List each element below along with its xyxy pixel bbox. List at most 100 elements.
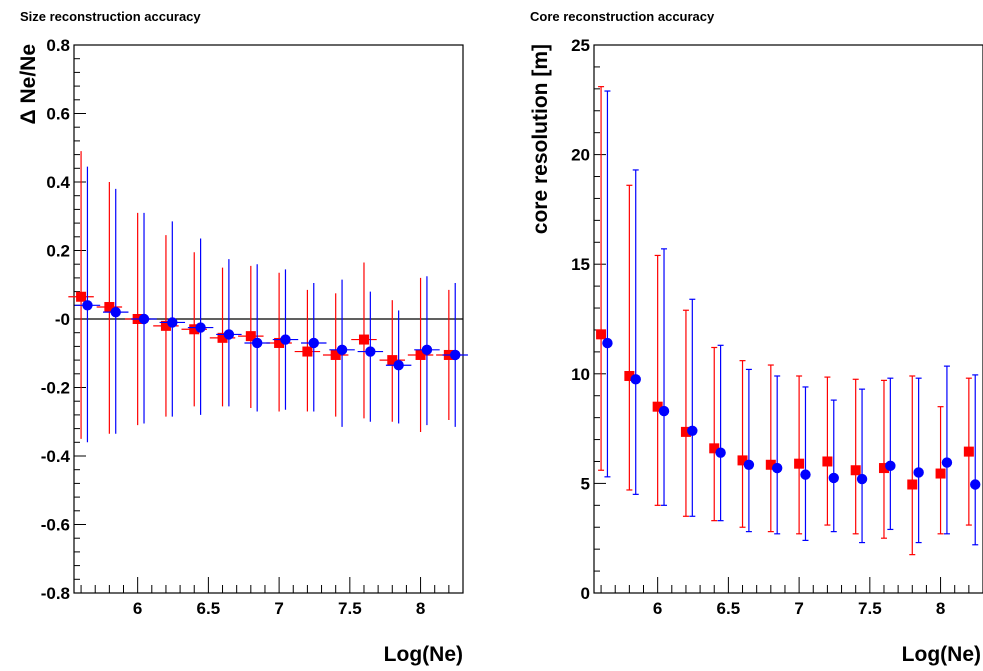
size-accuracy-x-tick-label: 6	[133, 599, 142, 618]
data-point-square	[737, 360, 748, 528]
circle-marker	[885, 460, 896, 472]
data-point-square	[935, 406, 946, 535]
data-point-square	[652, 254, 663, 506]
core-accuracy-plot-frame	[593, 44, 983, 594]
data-point-circle	[301, 283, 327, 412]
circle-marker	[687, 425, 698, 436]
circle-marker	[913, 467, 924, 478]
circle-marker	[743, 459, 755, 470]
data-point-circle	[743, 368, 755, 533]
size-accuracy-y-tick-label: -0.4	[41, 447, 71, 466]
data-point-circle	[102, 188, 129, 434]
data-point-square	[322, 293, 349, 417]
square-marker	[189, 324, 200, 335]
data-point-circle	[800, 386, 811, 541]
plot-frame	[593, 44, 983, 594]
size-accuracy-y-axis-title: Δ Ne/Ne	[17, 44, 40, 124]
data-point-square	[379, 300, 406, 422]
size-accuracy-x-tick-label: 7	[274, 599, 283, 618]
circle-marker	[223, 329, 235, 340]
circle-marker	[828, 472, 839, 484]
square-marker	[358, 334, 369, 345]
square-marker	[878, 463, 889, 474]
data-point-circle	[630, 169, 641, 495]
data-point-circle	[687, 298, 698, 517]
core-accuracy-y-tick-label: 10	[571, 365, 590, 384]
data-point-square	[963, 377, 974, 526]
data-point-square	[351, 262, 377, 419]
circle-marker	[771, 462, 783, 474]
data-point-square	[68, 151, 94, 439]
circle-marker	[110, 306, 121, 318]
circle-marker	[658, 405, 670, 417]
size-accuracy-y-tick-label: 0.2	[46, 242, 70, 261]
circle-marker	[308, 337, 319, 349]
data-point-square	[709, 346, 720, 522]
size-accuracy-y-tick-label: -0.6	[41, 516, 70, 535]
data-point-circle	[74, 166, 101, 443]
data-point-circle	[216, 259, 242, 407]
square-marker	[935, 468, 946, 479]
core-accuracy-x-tick-label: 6	[653, 599, 662, 618]
square-marker	[596, 329, 607, 340]
size-accuracy-y-tick-label: -0.2	[41, 379, 70, 398]
circle-marker	[602, 337, 613, 349]
square-marker	[737, 455, 748, 466]
core-accuracy-panel: Core reconstruction accuracy 0 5 10 15 20 25 6…	[529, 9, 983, 666]
data-point-circle	[159, 221, 186, 417]
data-point-circle	[970, 374, 981, 546]
square-marker	[330, 349, 341, 360]
data-point-circle	[414, 276, 440, 426]
core-accuracy-y-tick-label: 5	[581, 474, 590, 493]
size-accuracy-x-tick-label: 6.5	[197, 599, 221, 618]
data-point-circle	[913, 377, 924, 544]
data-point-square	[596, 86, 607, 471]
size-accuracy-panel: Size reconstruction accuracy -0.8-0.6-0.…	[17, 9, 468, 666]
size-accuracy-y-tick-label: 0.6	[46, 105, 70, 124]
data-point-square	[878, 379, 889, 539]
data-point-circle	[658, 248, 670, 506]
square-marker	[794, 458, 805, 469]
square-marker	[850, 465, 861, 476]
data-point-circle	[602, 90, 613, 478]
size-accuracy-y-tick-label: 0.8	[46, 36, 70, 55]
square-marker	[104, 302, 115, 313]
data-point-square	[624, 184, 635, 491]
size-accuracy-y-tick-label: 0.4	[46, 173, 70, 192]
square-marker	[302, 346, 313, 357]
data-point-circle	[244, 264, 270, 412]
data-point-square	[680, 309, 691, 517]
size-accuracy-y-tick-label: -0	[55, 310, 70, 329]
data-point-circle	[187, 238, 214, 415]
data-point-circle	[715, 344, 726, 522]
square-marker	[160, 320, 171, 331]
circle-marker	[251, 337, 263, 349]
data-point-circle	[131, 212, 157, 424]
data-point-square	[850, 378, 861, 535]
square-marker	[245, 331, 256, 342]
square-marker	[217, 332, 228, 343]
size-accuracy-x-tick-label: 8	[416, 599, 425, 618]
data-point-square	[294, 289, 321, 412]
circle-marker	[630, 374, 641, 385]
core-accuracy-x-tick-label: 7	[794, 599, 803, 618]
circle-marker	[715, 447, 726, 458]
core-accuracy-y-tick-label: 15	[571, 255, 590, 274]
circle-marker	[856, 473, 868, 485]
size-accuracy-x-axis-title: Log(Ne)	[384, 643, 463, 666]
circle-marker	[195, 322, 206, 333]
data-point-square	[407, 277, 434, 433]
square-marker	[680, 426, 691, 437]
square-marker	[274, 337, 285, 348]
data-point-square	[794, 375, 805, 535]
circle-marker	[280, 334, 291, 345]
data-point-circle	[941, 365, 953, 535]
core-accuracy-title: Core reconstruction accuracy	[530, 9, 715, 24]
circle-marker	[167, 317, 178, 328]
data-point-circle	[272, 269, 299, 410]
circle-marker	[970, 479, 981, 490]
core-accuracy-y-tick-label: 0	[581, 584, 590, 603]
data-point-circle	[442, 283, 468, 427]
